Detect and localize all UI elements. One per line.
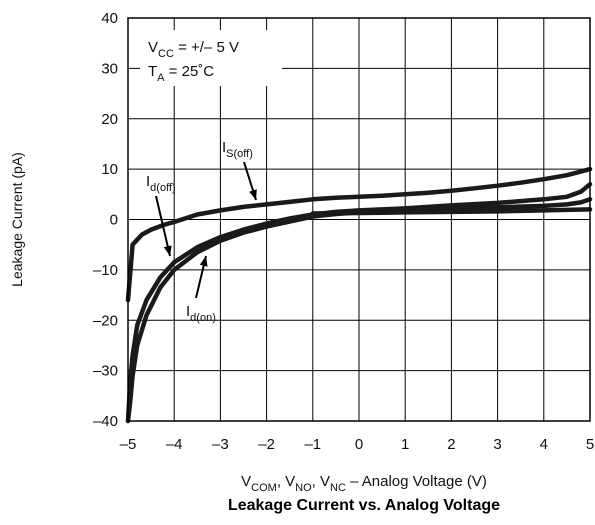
x-tick-label: –3 (212, 436, 229, 453)
y-tick-label: –20 (93, 312, 118, 329)
series-label: Id(on)​ (186, 303, 216, 324)
x-tick-label: –2 (258, 436, 275, 453)
data-curves (125, 166, 593, 424)
annotation-arrowhead (249, 189, 257, 200)
x-tick-label: 5 (586, 436, 594, 453)
x-tick-label: 2 (447, 436, 455, 453)
series-label: IS(off)​ (222, 139, 253, 160)
x-tick-label: –1 (304, 436, 321, 453)
series-line-id-off- (125, 181, 593, 424)
x-axis-label: VCOM​, VNO​, VNC​ – Analog Voltage (V) (241, 473, 487, 494)
series-label: Id(off)​ (146, 173, 176, 194)
x-tick-label: –5 (120, 436, 137, 453)
x-tick-label: 0 (355, 436, 363, 453)
annotation-arrowhead (163, 245, 172, 256)
y-tick-label: –40 (93, 413, 118, 430)
x-tick-label: 1 (401, 436, 409, 453)
series-annotations: IS(off)​ Id(off)​ Id(on)​ (146, 139, 257, 324)
y-tick-label: 20 (101, 111, 118, 128)
y-tick-label: 10 (101, 161, 118, 178)
x-tick-label: –4 (166, 436, 183, 453)
plot-frame (127, 17, 591, 422)
condition-line: VCC​ = +/– 5 V (148, 39, 239, 60)
x-tick-label: 3 (493, 436, 501, 453)
y-axis-label: Leakage Current (pA) (9, 152, 25, 287)
chart-title: Leakage Current vs. Analog Voltage (228, 497, 500, 514)
test-conditions: VCC​ = +/– 5 V TA​ = 25˚C (148, 39, 239, 84)
conditions-box (140, 30, 282, 86)
series-line-baseline (310, 207, 593, 216)
x-tick-label: 4 (540, 436, 548, 453)
y-tick-label: 30 (101, 60, 118, 77)
annotation-arrowhead (199, 256, 208, 267)
y-tick-label: 0 (110, 212, 118, 229)
series-line-id-on- (125, 197, 593, 424)
annotation-arrow (155, 195, 171, 257)
y-tick-label: –30 (93, 363, 118, 380)
series-line-is-off- (125, 166, 593, 303)
y-tick-label: 40 (101, 10, 118, 27)
condition-line: TA​ = 25˚C (148, 63, 214, 84)
y-tick-label: –10 (93, 262, 118, 279)
